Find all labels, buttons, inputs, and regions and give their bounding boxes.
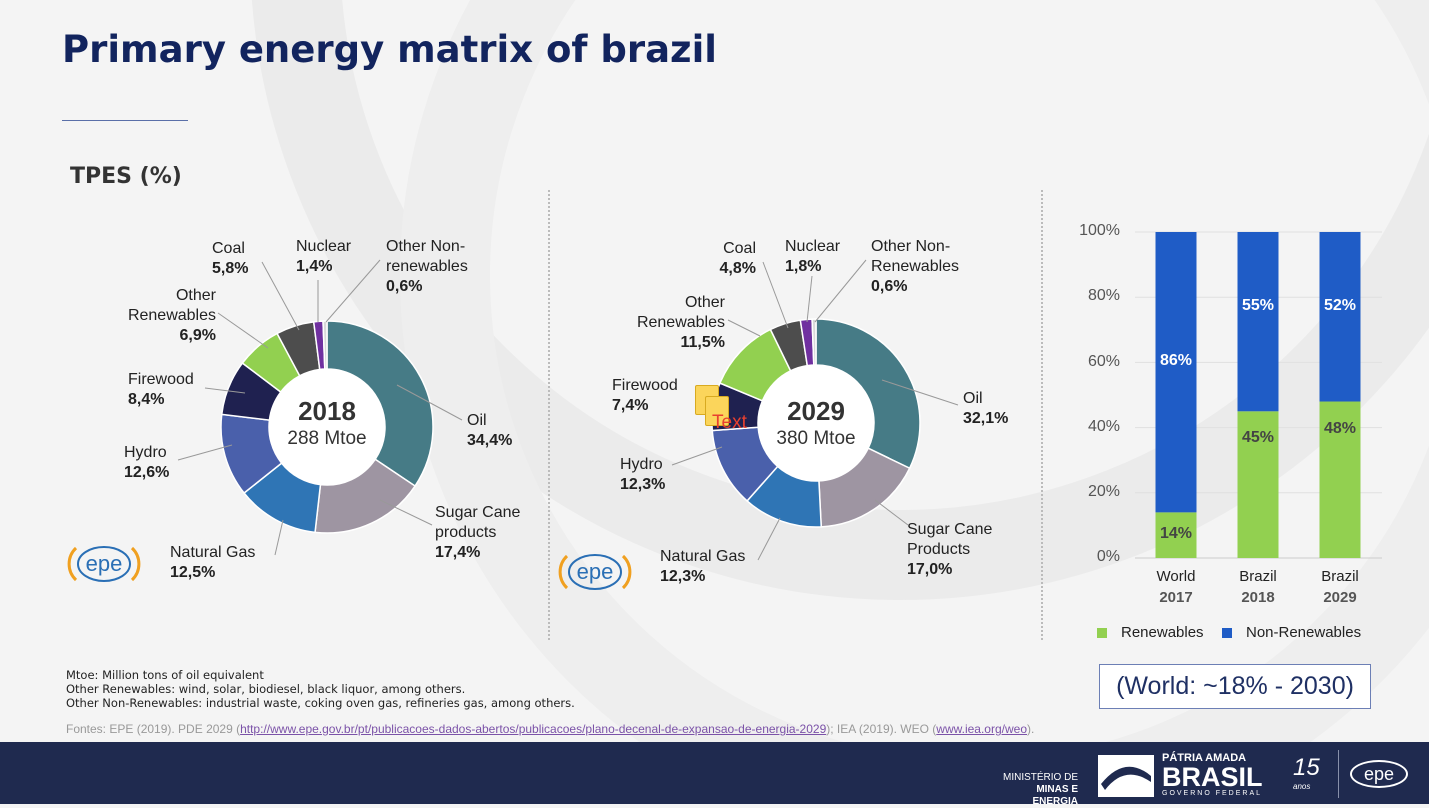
source-link-iea[interactable]: www.iea.org/weo <box>936 722 1027 736</box>
slice-label-nuclear: Nuclear 1,8% <box>785 238 841 275</box>
y-tick-label: 80% <box>1087 287 1120 304</box>
x-tick-label: World 2017 <box>1156 568 1196 606</box>
slice-label-coal: Coal 4,8% <box>719 240 756 277</box>
sticky-note[interactable] <box>705 396 729 426</box>
y-tick-label: 100% <box>1079 222 1120 239</box>
slice-label-oil: Oil 34,4% <box>467 412 513 449</box>
slice-label-sugar-cane: Sugar Cane products 17,4% <box>435 504 521 561</box>
bar-non-renewables <box>1237 232 1279 412</box>
donut-hole <box>758 365 874 481</box>
donut-center-year: 2018 <box>298 396 356 426</box>
footer-divider <box>1338 750 1339 798</box>
bar-renewables <box>1237 411 1279 558</box>
bar-data-label: 52% <box>1323 297 1357 314</box>
title-underline <box>62 120 188 121</box>
svg-text:epe: epe <box>577 559 614 584</box>
bar-data-label: 14% <box>1159 525 1193 543</box>
donut-center-total: 380 Mtoe <box>776 428 856 449</box>
legend-swatch <box>1222 628 1232 639</box>
leader-line <box>177 444 233 461</box>
brasil-flag-logo <box>1098 755 1154 797</box>
bar-renewables <box>1155 512 1197 558</box>
leader-line <box>757 517 781 561</box>
leader-lines <box>177 259 959 561</box>
source-link-epe[interactable]: http://www.epe.gov.br/pt/publicacoes-dad… <box>240 722 827 736</box>
leader-line <box>727 319 761 337</box>
leader-line <box>396 384 463 421</box>
leader-line <box>671 446 723 466</box>
slice-label-natural-gas: Natural Gas 12,3% <box>660 548 746 585</box>
slice-label-other-renewables: Other Renewables 6,9% <box>127 287 216 344</box>
bar-data-label: 48% <box>1323 419 1357 437</box>
slice-label-other-non-renewables: Other Non-renewables 0,6% <box>386 238 468 295</box>
legend-non-renewables: Non-Renewables <box>1222 624 1361 641</box>
footnote: Other Non-Renewables: industrial waste, … <box>66 696 575 710</box>
leader-line <box>874 499 909 526</box>
slice-label-oil: Oil 32,1% <box>963 390 1009 427</box>
leader-line <box>217 312 269 349</box>
bar-renewables <box>1319 401 1361 558</box>
anniversary-logo: 15 anos <box>1293 754 1320 791</box>
sources: Fontes: EPE (2019). PDE 2029 (http://www… <box>66 722 1035 736</box>
bar-data-label: 45% <box>1241 429 1275 447</box>
leader-line <box>881 379 959 406</box>
ministry-logo: MINISTÉRIO DE MINAS E ENERGIA <box>1002 772 1078 807</box>
x-tick-label: Brazil 2029 <box>1321 568 1359 606</box>
donut-2029 <box>711 318 921 528</box>
background-arc <box>251 0 1429 600</box>
y-tick-label: 60% <box>1087 353 1120 370</box>
slice-label-hydro: Hydro 12,6% <box>124 444 170 481</box>
donut-2018 <box>220 320 434 534</box>
epe-footer-logo: epe <box>1350 760 1408 788</box>
slice-label-other-renewables: Other Renewables 11,5% <box>636 294 725 351</box>
page-title: Primary energy matrix of brazil <box>62 28 717 71</box>
divider <box>548 190 550 640</box>
legend-swatch <box>1097 628 1107 639</box>
leader-line <box>274 519 284 556</box>
y-tick-label: 20% <box>1087 483 1120 500</box>
x-tick-label: Brazil 2018 <box>1239 568 1277 606</box>
divider <box>1041 190 1043 640</box>
bar-data-label: 55% <box>1241 297 1275 314</box>
footnotes: Mtoe: Million tons of oil equivalent Oth… <box>66 668 575 710</box>
sticky-note-text: Text <box>712 412 747 433</box>
footer-bar: MINISTÉRIO DE MINAS E ENERGIA PÁTRIA AMAD… <box>0 742 1429 807</box>
slice-label-natural-gas: Natural Gas 12,5% <box>170 544 256 581</box>
legend-renewables: Renewables <box>1097 624 1204 641</box>
slice-label-firewood: Firewood 7,4% <box>612 377 678 414</box>
slice-label-other-non-renewables: Other Non-Renewables 0,6% <box>871 238 960 295</box>
leader-line <box>806 275 813 323</box>
leader-line <box>204 387 246 394</box>
leader-line <box>379 499 433 526</box>
background-arc <box>400 0 1429 804</box>
bar-data-label: 86% <box>1159 352 1193 369</box>
section-subtitle: TPES (%) <box>70 164 182 189</box>
epe-logo: epe <box>558 554 632 590</box>
leader-line <box>814 259 867 323</box>
bar-non-renewables <box>1155 232 1197 513</box>
bar-non-renewables <box>1319 232 1361 402</box>
donut-center-total: 288 Mtoe <box>287 428 367 449</box>
leader-line <box>261 261 300 331</box>
donut-hole <box>269 369 385 485</box>
world-note-box: (World: ~18% - 2030) <box>1099 664 1371 709</box>
slice-label-nuclear: Nuclear 1,4% <box>296 238 352 275</box>
slice-label-hydro: Hydro 12,3% <box>620 456 666 493</box>
footnote: Mtoe: Million tons of oil equivalent <box>66 668 264 682</box>
donut-center-year: 2029 <box>787 396 845 426</box>
epe-logo: epe <box>67 546 141 582</box>
leader-line <box>762 261 789 329</box>
y-tick-label: 0% <box>1096 548 1120 565</box>
brasil-logo-text: PÁTRIA AMADA BRASIL GOVERNO FEDERAL <box>1162 752 1263 797</box>
footnote: Other Renewables: wind, solar, biodiesel… <box>66 682 466 696</box>
slice-label-firewood: Firewood 8,4% <box>128 371 194 408</box>
leader-line <box>325 259 381 323</box>
svg-text:epe: epe <box>86 551 123 576</box>
slice-label-sugar-cane: Sugar Cane Products 17,0% <box>907 521 993 578</box>
slice-label-coal: Coal 5,8% <box>212 240 249 277</box>
y-tick-label: 40% <box>1087 418 1120 435</box>
